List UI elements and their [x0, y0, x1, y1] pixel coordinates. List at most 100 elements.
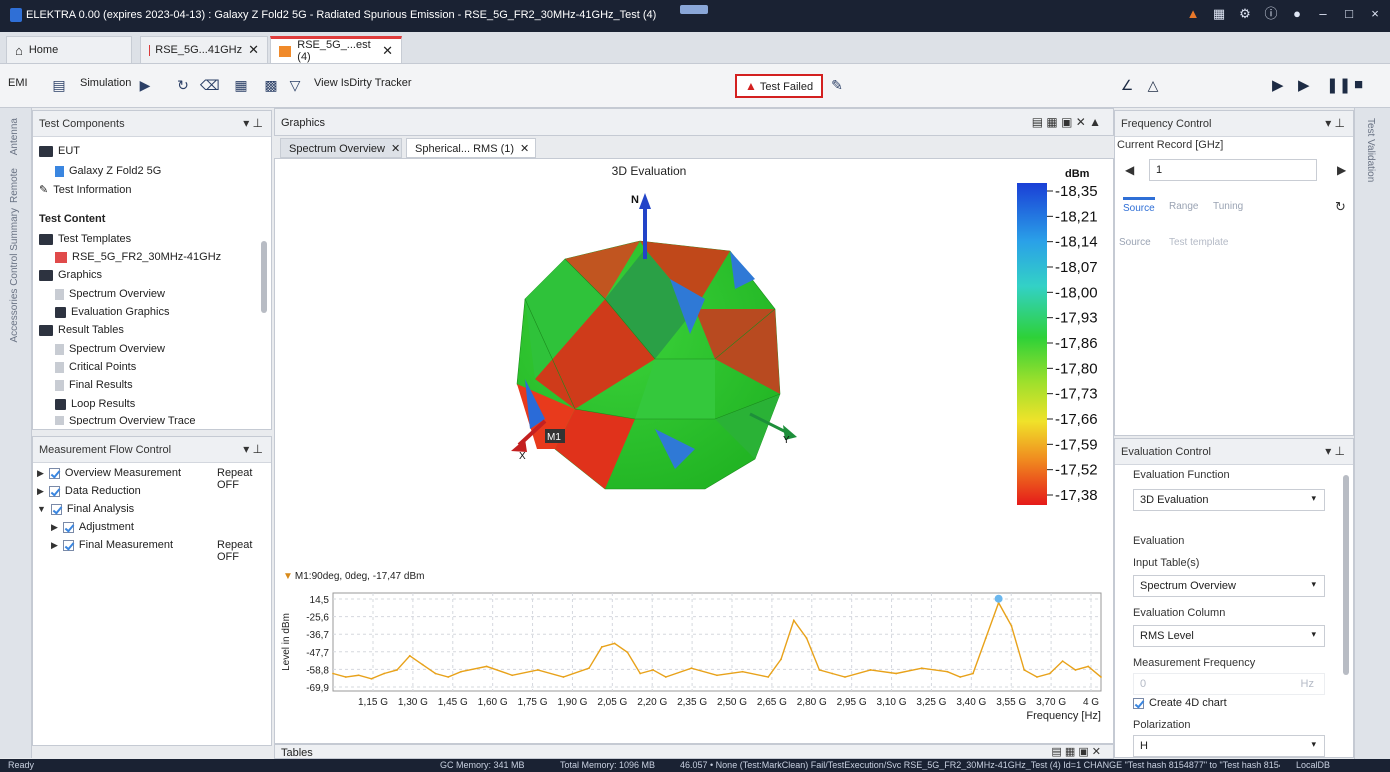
- tree-eut-item[interactable]: Galaxy Z Fold2 5G: [55, 165, 161, 177]
- checkbox[interactable]: [62, 521, 74, 533]
- tree-result-tables[interactable]: Result Tables: [39, 324, 124, 336]
- checkbox[interactable]: [48, 485, 60, 497]
- marker-m1[interactable]: M1: [545, 429, 565, 443]
- flame-icon[interactable]: ▲: [1186, 6, 1200, 21]
- spectrum-chart[interactable]: 14,5 -25,6 -36,7 -47,7 -58,8 -69,9 1,15 G 1,30 …: [281, 592, 1102, 722]
- close-subtab-icon[interactable]: ✕: [390, 143, 401, 155]
- rail-tab-remote[interactable]: Remote: [9, 168, 20, 204]
- flow-item-final-measurement[interactable]: ▶ Final Measurement: [51, 539, 173, 551]
- rail-tab-test-validation[interactable]: Test Validation: [1365, 118, 1376, 183]
- checkbox[interactable]: [1133, 697, 1144, 709]
- maximize-icon[interactable]: □: [1345, 6, 1353, 21]
- flow-item-data-reduction[interactable]: ▶ Data Reduction: [37, 485, 141, 497]
- tree-result-loop[interactable]: Loop Results: [55, 398, 135, 410]
- record-next-icon[interactable]: ▶: [1337, 163, 1347, 177]
- tab-source[interactable]: Source: [1123, 197, 1155, 214]
- title-drag-handle[interactable]: [680, 5, 708, 14]
- radiation-sphere[interactable]: [516, 240, 781, 490]
- rail-tab-antenna[interactable]: Antenna: [9, 118, 20, 156]
- create-4d-chart-checkbox[interactable]: Create 4D chart: [1133, 697, 1227, 709]
- sync-icon[interactable]: ↻: [1335, 199, 1346, 214]
- info-icon[interactable]: ●: [1293, 6, 1301, 21]
- evaluation-column-select[interactable]: RMS Level ▾: [1133, 625, 1325, 647]
- minimize-icon[interactable]: –: [1319, 6, 1327, 21]
- repeat-status[interactable]: Repeat OFF: [217, 539, 253, 563]
- antenna-view-icon[interactable]: ∠: [1120, 77, 1134, 93]
- close-icon[interactable]: ×: [1371, 6, 1379, 21]
- record-prev-icon[interactable]: ◀: [1125, 163, 1135, 177]
- pin-icon[interactable]: ▾ ⊥: [243, 116, 263, 130]
- rail-tab-accessories[interactable]: Accessories Control Summary: [9, 208, 20, 343]
- chart-icon[interactable]: ▩: [264, 77, 278, 93]
- scrollbar[interactable]: [261, 241, 267, 313]
- polarization-select[interactable]: H ▾: [1133, 735, 1325, 757]
- save-icon[interactable]: ▤: [52, 77, 66, 93]
- input-tables-select[interactable]: Spectrum Overview ▾: [1133, 575, 1325, 597]
- close-subtab-icon[interactable]: ✕: [520, 143, 530, 155]
- tab-rse-test[interactable]: RSE_5G_...est (4) ✕: [270, 36, 402, 63]
- edit-pencil-icon[interactable]: ✎: [831, 77, 843, 93]
- document-icon[interactable]: ▦: [1212, 6, 1226, 21]
- scrollbar[interactable]: [1343, 475, 1349, 675]
- record-input[interactable]: 1: [1149, 159, 1317, 181]
- expand-icon[interactable]: ▶: [37, 485, 44, 496]
- simulation-toggle-icon[interactable]: ▶: [139, 77, 151, 93]
- evaluation-function-select[interactable]: 3D Evaluation ▾: [1133, 489, 1325, 511]
- subtab-spherical-rms[interactable]: Spherical... RMS (1) ✕: [406, 138, 536, 158]
- tree-result-trace[interactable]: Spectrum Overview Trace: [55, 416, 196, 425]
- tree-result-spectrum[interactable]: Spectrum Overview: [55, 343, 165, 355]
- tree-test-information[interactable]: ✎ Test Information: [39, 183, 131, 197]
- expand-icon[interactable]: ▶: [51, 521, 58, 532]
- tree-result-critical[interactable]: Critical Points: [55, 361, 136, 373]
- flow-item-adjustment[interactable]: ▶ Adjustment: [51, 521, 134, 533]
- pin-icon[interactable]: ▾ ⊥: [1325, 116, 1345, 130]
- gear-icon[interactable]: ⚙: [1239, 6, 1251, 21]
- pin-icon[interactable]: ▾ ⊥: [243, 442, 263, 456]
- repeat-status[interactable]: Repeat OFF: [217, 467, 253, 491]
- status-log: 46.057 • None (Test:MarkClean) Fail/Test…: [680, 760, 1280, 770]
- close-tab-icon[interactable]: ✕: [382, 43, 393, 58]
- help-icon[interactable]: ⓘ: [1264, 6, 1278, 21]
- play-step-icon[interactable]: ▶: [1298, 77, 1310, 94]
- flow-item-final-analysis[interactable]: ▼ Final Analysis: [37, 503, 134, 515]
- tab-range[interactable]: Range: [1169, 201, 1199, 212]
- refresh-icon[interactable]: ↻: [177, 77, 189, 93]
- 3d-evaluation-plot[interactable]: 3D Evaluation N: [275, 159, 1113, 743]
- settings-pages-icon[interactable]: ▦: [234, 77, 248, 93]
- filter-icon[interactable]: ▽: [289, 77, 301, 93]
- backspace-icon[interactable]: ⌫: [200, 77, 220, 93]
- graphics-layout-icons[interactable]: ▤ ▦ ▣ ✕ ▲: [1031, 115, 1101, 129]
- tables-layout-icons[interactable]: ▤ ▦ ▣ ✕: [1051, 746, 1101, 758]
- play-icon[interactable]: ▶: [1272, 77, 1284, 94]
- checkbox[interactable]: [62, 539, 74, 551]
- pin-icon[interactable]: ▾ ⊥: [1325, 444, 1345, 458]
- expand-icon[interactable]: ▶: [37, 467, 44, 478]
- tree-template-item[interactable]: RSE_5G_FR2_30MHz-41GHz: [55, 251, 221, 263]
- tree-result-final[interactable]: Final Results: [55, 379, 133, 391]
- test-status-badge[interactable]: ▲ Test Failed: [735, 74, 824, 98]
- tree-eut[interactable]: EUT: [39, 145, 80, 157]
- peak-marker[interactable]: [994, 594, 1003, 603]
- collapse-icon[interactable]: ▼: [37, 504, 46, 514]
- tab-home[interactable]: ⌂ Home: [6, 36, 132, 63]
- subtab-spectrum-overview[interactable]: Spectrum Overview ✕: [280, 138, 402, 158]
- flow-item-overview[interactable]: ▶ Overview Measurement: [37, 467, 181, 479]
- tab-rse-template[interactable]: RSE_5G...41GHz ✕: [140, 36, 268, 63]
- pause-icon[interactable]: ❚❚: [1326, 77, 1352, 94]
- tree-graphics-evaluation[interactable]: Evaluation Graphics: [55, 306, 169, 318]
- source-value[interactable]: Test template: [1169, 237, 1229, 248]
- graphics-canvas[interactable]: 3D Evaluation N: [274, 158, 1114, 744]
- tree-graphics[interactable]: Graphics: [39, 269, 102, 281]
- close-tab-icon[interactable]: ✕: [248, 42, 259, 57]
- measurement-frequency-input[interactable]: 0 Hz: [1133, 673, 1325, 695]
- tree-graphics-spectrum[interactable]: Spectrum Overview: [55, 288, 165, 300]
- tree-test-templates[interactable]: Test Templates: [39, 233, 131, 245]
- chamber-view-icon[interactable]: △: [1147, 77, 1159, 93]
- checkbox[interactable]: [50, 503, 62, 515]
- spectrum-point: [357, 674, 360, 677]
- expand-icon[interactable]: ▶: [51, 539, 58, 550]
- tab-tuning[interactable]: Tuning: [1213, 201, 1244, 212]
- view-isdirty-tracker-button[interactable]: View IsDirty Tracker: [314, 77, 412, 89]
- stop-icon[interactable]: ■: [1354, 76, 1364, 93]
- checkbox[interactable]: [48, 467, 60, 479]
